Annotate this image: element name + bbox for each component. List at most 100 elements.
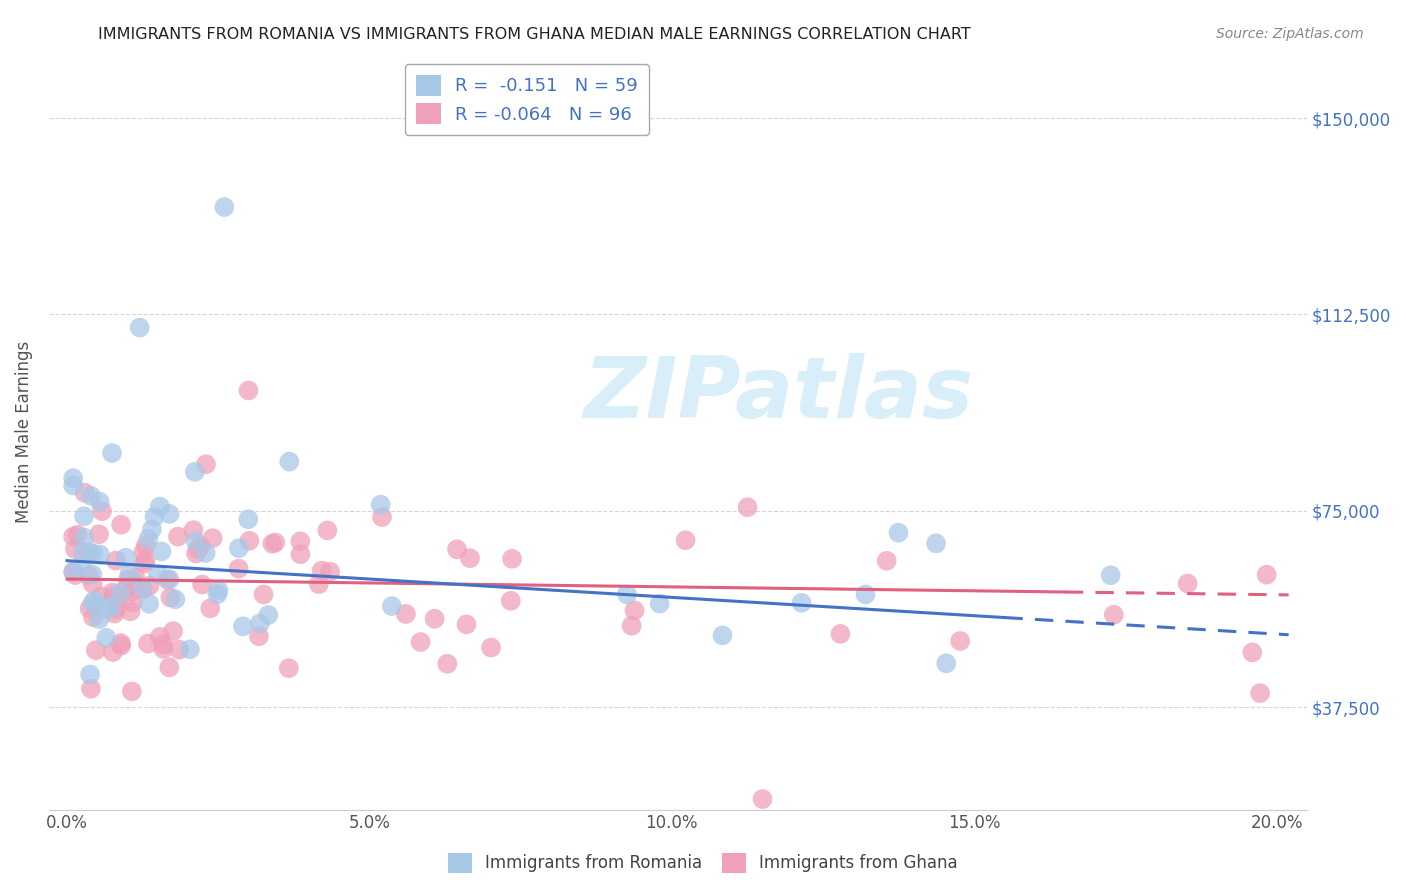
Point: [84, 643, 107, 657]
Text: Source: ZipAtlas.com: Source: ZipAtlas.com: [1216, 27, 1364, 41]
Point: [249, 616, 271, 631]
Point: [711, 628, 734, 642]
Point: [167, 642, 190, 657]
Point: [149, 500, 172, 514]
Point: [195, 457, 218, 471]
Point: [1177, 576, 1199, 591]
Point: [121, 684, 143, 698]
Point: [159, 572, 181, 586]
Point: [395, 607, 418, 621]
Point: [89, 612, 111, 626]
Point: [62, 565, 84, 579]
Point: [135, 553, 157, 567]
Point: [96, 631, 118, 645]
Point: [319, 565, 342, 579]
Point: [855, 587, 877, 601]
Y-axis label: Median Male Earnings: Median Male Earnings: [15, 342, 32, 524]
Point: [194, 546, 217, 560]
Point: [207, 587, 229, 601]
Point: [96, 602, 118, 616]
Point: [100, 600, 122, 615]
Point: [146, 567, 169, 582]
Point: [121, 584, 143, 599]
Point: [103, 607, 125, 621]
Point: [121, 596, 143, 610]
Legend: Immigrants from Romania, Immigrants from Ghana: Immigrants from Romania, Immigrants from…: [441, 847, 965, 880]
Point: [371, 510, 394, 524]
Point: [247, 629, 270, 643]
Point: [277, 661, 299, 675]
Point: [62, 565, 84, 579]
Point: [648, 597, 671, 611]
Point: [63, 568, 86, 582]
Point: [138, 532, 160, 546]
Point: [107, 591, 129, 605]
Point: [876, 554, 898, 568]
Text: IMMIGRANTS FROM ROMANIA VS IMMIGRANTS FROM GHANA MEDIAN MALE EARNINGS CORRELATIO: IMMIGRANTS FROM ROMANIA VS IMMIGRANTS FR…: [98, 27, 972, 42]
Point: [201, 531, 224, 545]
Point: [77, 545, 100, 559]
Point: [1256, 567, 1278, 582]
Point: [790, 596, 813, 610]
Point: [311, 564, 333, 578]
Point: [620, 619, 643, 633]
Point: [623, 603, 645, 617]
Point: [143, 509, 166, 524]
Point: [887, 525, 910, 540]
Point: [83, 593, 105, 607]
Point: [72, 545, 94, 559]
Point: [124, 577, 146, 591]
Point: [152, 641, 174, 656]
Point: [925, 536, 948, 550]
Point: [1099, 568, 1122, 582]
Point: [252, 587, 274, 601]
Point: [128, 320, 150, 334]
Point: [409, 635, 432, 649]
Point: [101, 585, 124, 599]
Point: [152, 638, 174, 652]
Point: [132, 545, 155, 559]
Point: [184, 546, 207, 560]
Point: [214, 200, 236, 214]
Point: [935, 657, 957, 671]
Point: [110, 639, 132, 653]
Legend: R =  -0.151   N = 59, R = -0.064   N = 96: R = -0.151 N = 59, R = -0.064 N = 96: [405, 64, 650, 135]
Point: [132, 557, 155, 571]
Point: [62, 471, 84, 485]
Point: [66, 528, 89, 542]
Point: [257, 607, 280, 622]
Point: [70, 558, 93, 572]
Point: [458, 551, 481, 566]
Point: [82, 567, 104, 582]
Point: [1249, 686, 1271, 700]
Point: [184, 534, 207, 549]
Point: [105, 602, 128, 616]
Point: [77, 568, 100, 582]
Point: [80, 681, 103, 696]
Point: [82, 576, 104, 591]
Point: [101, 645, 124, 659]
Point: [131, 580, 153, 594]
Point: [110, 636, 132, 650]
Point: [103, 589, 125, 603]
Point: [183, 523, 205, 537]
Point: [381, 599, 404, 613]
Point: [63, 541, 86, 556]
Point: [228, 561, 250, 575]
Point: [423, 612, 446, 626]
Point: [232, 619, 254, 633]
Point: [114, 550, 136, 565]
Point: [238, 384, 260, 398]
Point: [118, 566, 141, 581]
Point: [89, 548, 111, 562]
Point: [90, 590, 112, 604]
Point: [132, 582, 155, 597]
Point: [616, 587, 638, 601]
Point: [290, 547, 312, 561]
Point: [262, 537, 284, 551]
Point: [149, 630, 172, 644]
Point: [238, 533, 260, 548]
Point: [264, 535, 287, 549]
Point: [165, 592, 187, 607]
Point: [110, 586, 132, 600]
